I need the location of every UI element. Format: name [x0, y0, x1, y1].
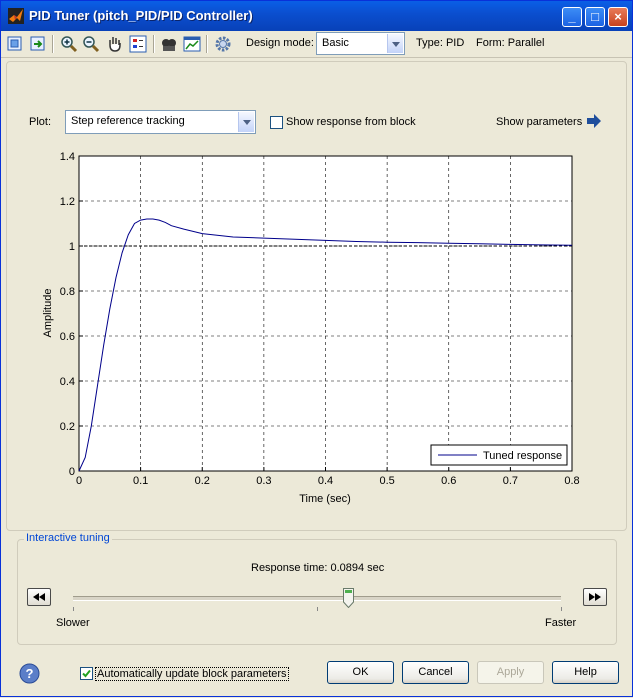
plot-area-frame — [6, 61, 627, 531]
design-mode-select[interactable]: Basic — [316, 32, 405, 55]
cancel-button[interactable]: Cancel — [402, 661, 469, 684]
title-bar[interactable]: PID Tuner (pitch_PID/PID Controller) _ □… — [1, 1, 632, 31]
design-mode-value: Basic — [322, 37, 349, 49]
plot-window-icon[interactable] — [182, 34, 202, 54]
response-time-slider-track[interactable] — [73, 596, 561, 601]
step-faster-button[interactable] — [583, 588, 607, 606]
design-mode-label: Design mode: — [246, 37, 314, 49]
checkmark-icon — [82, 669, 91, 678]
close-button[interactable]: × — [608, 7, 628, 27]
plot-label: Plot: — [29, 116, 52, 128]
double-arrow-left-icon — [33, 593, 45, 601]
arrow-right-icon[interactable] — [586, 114, 602, 128]
data-browser-icon[interactable] — [159, 34, 179, 54]
plot-type-value: Step reference tracking — [71, 115, 185, 127]
import-plant-icon[interactable] — [5, 34, 25, 54]
show-parameters-link[interactable]: Show parameters — [496, 116, 583, 128]
faster-label: Faster — [545, 617, 577, 629]
slider-tick-mid — [317, 607, 318, 611]
slider-tick-start — [73, 607, 74, 611]
minimize-icon: _ — [568, 9, 576, 24]
type-text: Type: PID — [416, 37, 465, 49]
svg-text:?: ? — [26, 666, 34, 681]
slider-tick-end — [561, 607, 562, 611]
window-title: PID Tuner (pitch_PID/PID Controller) — [29, 8, 253, 23]
form-text: Form: Parallel — [476, 37, 545, 49]
maximize-button[interactable]: □ — [585, 7, 605, 27]
ok-button[interactable]: OK — [327, 661, 394, 684]
zoom-in-icon[interactable] — [59, 34, 79, 54]
toolbar: Design mode: Basic Type: PID Form: Paral… — [1, 31, 632, 58]
chevron-down-icon[interactable] — [238, 112, 254, 132]
auto-update-checkbox[interactable] — [80, 667, 93, 680]
plot-type-select[interactable]: Step reference tracking — [65, 110, 256, 134]
interactive-tuning-group: Interactive tuning — [17, 532, 617, 645]
export-icon[interactable] — [28, 34, 48, 54]
response-time-text: Response time: 0.0894 sec — [251, 562, 385, 574]
chevron-down-icon[interactable] — [387, 34, 403, 53]
matlab-logo-icon — [8, 8, 24, 24]
slower-label: Slower — [56, 617, 90, 629]
pan-hand-icon[interactable] — [105, 34, 125, 54]
zoom-out-icon[interactable] — [81, 34, 101, 54]
help-icon[interactable]: ? — [19, 663, 40, 684]
close-icon: × — [614, 9, 622, 24]
show-response-checkbox[interactable] — [270, 116, 283, 129]
legend-toggle-icon[interactable] — [128, 34, 148, 54]
show-response-label: Show response from block — [286, 116, 416, 128]
maximize-icon: □ — [591, 9, 599, 24]
minimize-button[interactable]: _ — [562, 7, 582, 27]
auto-update-label: Automatically update block parameters — [95, 667, 289, 681]
apply-button[interactable]: Apply — [477, 661, 544, 684]
gear-icon[interactable] — [213, 34, 233, 54]
response-time-slider-thumb[interactable] — [343, 588, 355, 608]
step-slower-button[interactable] — [27, 588, 51, 606]
double-arrow-right-icon — [589, 593, 601, 601]
interactive-tuning-legend: Interactive tuning — [24, 532, 112, 544]
help-button[interactable]: Help — [552, 661, 619, 684]
